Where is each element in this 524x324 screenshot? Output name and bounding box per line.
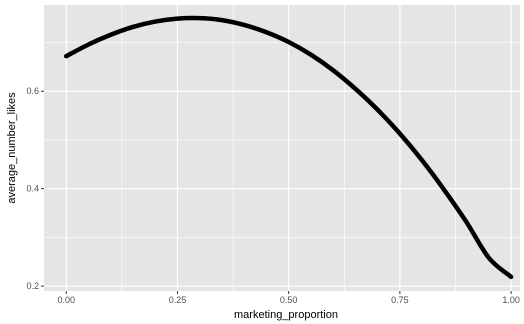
x-tick-label: 0.25 — [169, 295, 187, 305]
y-axis-title: average_number_likes — [6, 92, 18, 204]
x-tick-label: 1.00 — [502, 295, 520, 305]
y-tick-label: 0.6 — [26, 86, 39, 96]
x-tick-label: 0.75 — [391, 295, 409, 305]
minor-gridlines — [44, 5, 520, 291]
x-axis-title: marketing_proportion — [234, 309, 338, 321]
y-axis-tick-labels: 0.2 0.4 0.6 — [26, 86, 39, 291]
y-tick-label: 0.4 — [26, 184, 39, 194]
x-axis-tick-labels: 0.00 0.25 0.50 0.75 1.00 — [57, 295, 519, 305]
plot-panel — [44, 5, 520, 291]
series-line — [63, 15, 514, 280]
series-layer — [63, 15, 514, 280]
major-gridlines — [44, 5, 520, 291]
y-tick-label: 0.2 — [26, 281, 39, 291]
x-tick-label: 0.00 — [57, 295, 75, 305]
axis-ticks — [41, 90, 512, 294]
x-tick-label: 0.50 — [280, 295, 298, 305]
